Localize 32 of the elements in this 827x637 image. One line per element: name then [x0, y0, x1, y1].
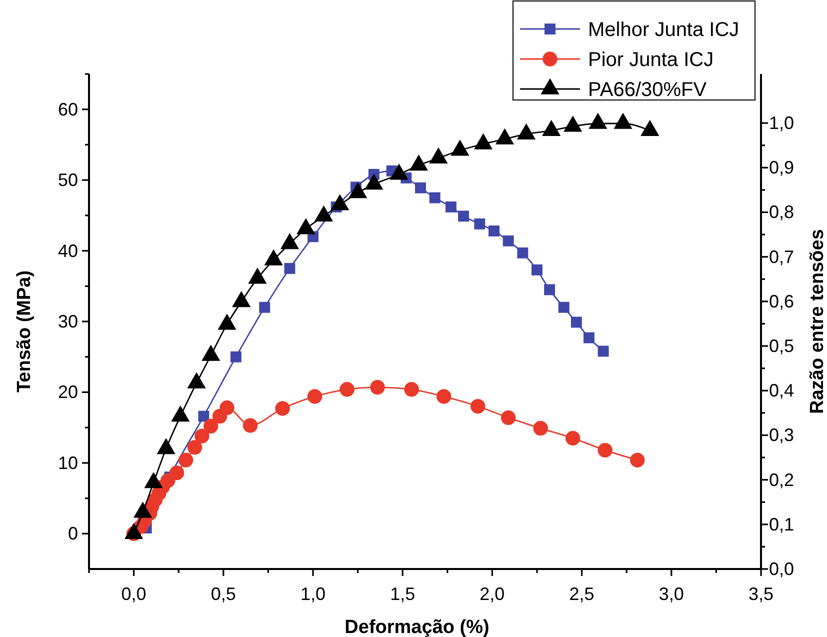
y2-tick-label: 0,1: [769, 514, 794, 534]
x-tick-label: 1,0: [300, 584, 326, 604]
x-tick-label: 3,0: [658, 584, 684, 604]
x-tick-label: 2,0: [480, 584, 505, 604]
y-tick-label: 20: [58, 382, 78, 402]
y-tick-label: 30: [58, 312, 78, 332]
legend-label: Melhor Junta ICJ: [588, 19, 740, 41]
y2-tick-label: 0,7: [769, 246, 794, 267]
y-tick-label: 40: [58, 240, 78, 261]
y2-axis-title: Razão entre tensões: [807, 229, 827, 414]
x-tick-label: 2,5: [569, 584, 594, 604]
x-tick-label: 0,5: [210, 584, 236, 604]
y-tick-label: 60: [58, 99, 78, 120]
y2-tick-label: 0,6: [769, 291, 794, 312]
y-axis-title: Tensão (MPa): [14, 270, 35, 393]
y2-tick-label: 0,2: [769, 470, 794, 490]
y2-tick-label: 0,8: [769, 202, 794, 222]
x-axis-title: Deformação (%): [344, 617, 490, 637]
y2-tick-label: 0,0: [769, 559, 794, 579]
x-tick-label: 0,0: [121, 584, 146, 604]
legend-label: PA66/30%FV: [588, 79, 708, 101]
y2-tick-label: 0,4: [769, 380, 794, 401]
x-tick-label: 3,5: [748, 584, 774, 604]
y-tick-label: 10: [58, 452, 78, 473]
y2-tick-label: 0,9: [769, 158, 794, 178]
x-tick-label: 1,5: [390, 584, 416, 604]
y2-tick-label: 0,3: [769, 425, 794, 446]
y-tick-label: 50: [58, 170, 78, 190]
y2-tick-label: 1,0: [769, 113, 794, 134]
y2-tick-label: 0,5: [769, 336, 794, 356]
y-tick-label: 0: [68, 524, 78, 544]
legend-label: Pior Junta ICJ: [588, 49, 714, 71]
